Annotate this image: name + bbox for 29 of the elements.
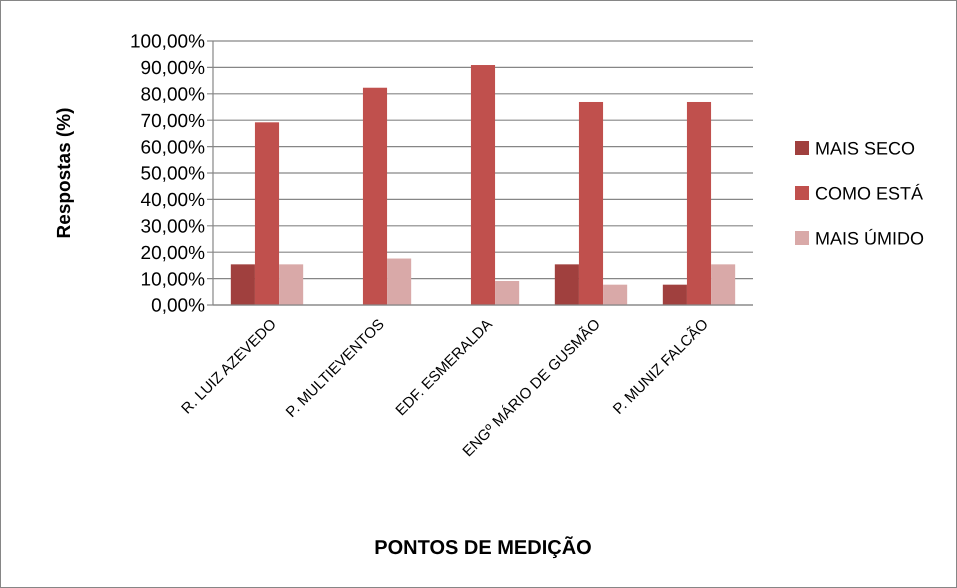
- bar: [554, 264, 579, 305]
- bar: [603, 284, 628, 305]
- legend-label: MAIS ÚMIDO: [815, 228, 924, 248]
- y-tick-label: 90,00%: [140, 58, 206, 80]
- y-tick-label: 50,00%: [140, 164, 206, 185]
- y-tick-label: 0,00%: [151, 296, 206, 317]
- legend-label: COMO ESTÁ: [815, 183, 924, 204]
- bar: [254, 122, 280, 305]
- bar: [662, 284, 687, 305]
- bar: [279, 264, 304, 305]
- bar: [711, 264, 736, 305]
- legend-label: MAIS SECO: [815, 138, 916, 158]
- x-axis-title: PONTOS DE MEDIÇÃO: [374, 536, 592, 559]
- y-tick-label: 10,00%: [140, 269, 206, 290]
- bar: [362, 88, 388, 305]
- bar: [686, 102, 712, 305]
- bar: [495, 280, 520, 305]
- bar: [387, 258, 412, 305]
- y-tick-label: 20,00%: [140, 242, 206, 264]
- y-tick-label: 40,00%: [140, 190, 206, 212]
- bar: [578, 102, 604, 305]
- y-axis-title: Respostas (%): [54, 108, 75, 238]
- bar: [470, 65, 496, 305]
- y-tick-label: 30,00%: [140, 216, 206, 238]
- y-tick-label: 60,00%: [140, 137, 206, 158]
- y-tick-label: 70,00%: [140, 110, 206, 132]
- y-tick-label: 100,00%: [130, 32, 206, 53]
- bar: [230, 264, 255, 305]
- y-tick-label: 80,00%: [140, 84, 206, 106]
